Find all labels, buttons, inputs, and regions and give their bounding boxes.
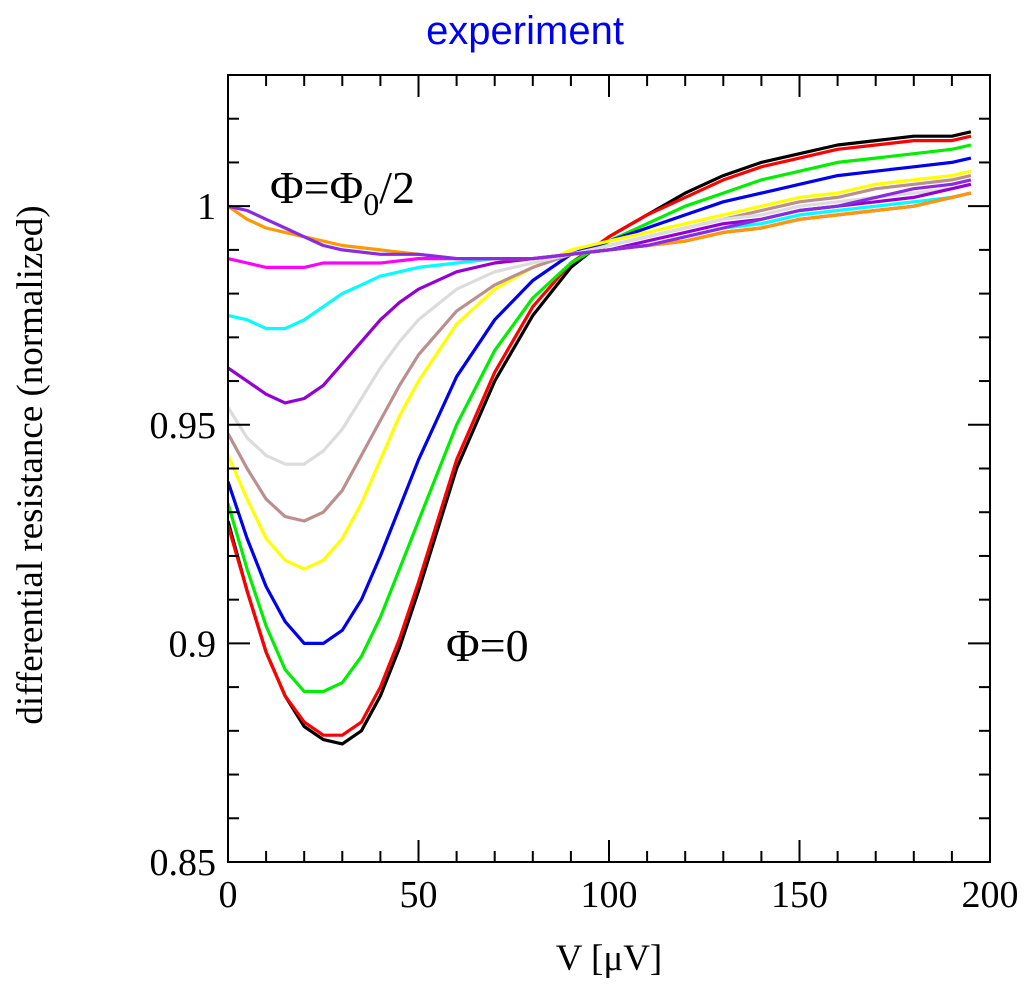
chart-title: experiment	[426, 9, 624, 53]
x-tick-label: 50	[400, 874, 438, 916]
y-axis-label: differential resistance (normalized)	[10, 205, 51, 724]
plot-frame	[227, 74, 991, 863]
series-line-11	[228, 178, 972, 261]
series-line-2	[228, 143, 972, 694]
annotation-half-flux-main: Φ=Φ	[270, 162, 363, 213]
x-tick-label: 100	[581, 874, 638, 916]
x-tick-label: 200	[962, 874, 1019, 916]
ticks-layer: 0 50 100 150 200 0.85 0.9 0.95 1	[150, 74, 1019, 916]
series-line-3	[228, 156, 972, 646]
series-line-1	[228, 134, 972, 737]
y-tick-label: 0.95	[150, 405, 217, 447]
x-tick-label: 150	[771, 874, 828, 916]
x-axis-label: V [μV]	[556, 938, 663, 979]
annotation-zero-flux: Φ=0	[446, 620, 529, 671]
series-line-5	[228, 174, 972, 523]
series-line-4	[228, 169, 972, 571]
y-tick-label: 1	[197, 186, 216, 228]
series-line-7	[228, 182, 972, 405]
series-line-0	[228, 130, 972, 746]
annotation-half-flux-subscript: 0	[363, 186, 379, 222]
y-tick-label: 0.9	[169, 623, 217, 665]
annotation-half-flux-rest: /2	[379, 162, 415, 213]
annotation-half-flux: Φ=Φ0/2	[270, 162, 415, 222]
series-layer	[228, 130, 972, 746]
series-line-6	[228, 182, 972, 466]
x-tick-label: 0	[219, 874, 238, 916]
y-tick-label: 0.85	[150, 842, 217, 884]
